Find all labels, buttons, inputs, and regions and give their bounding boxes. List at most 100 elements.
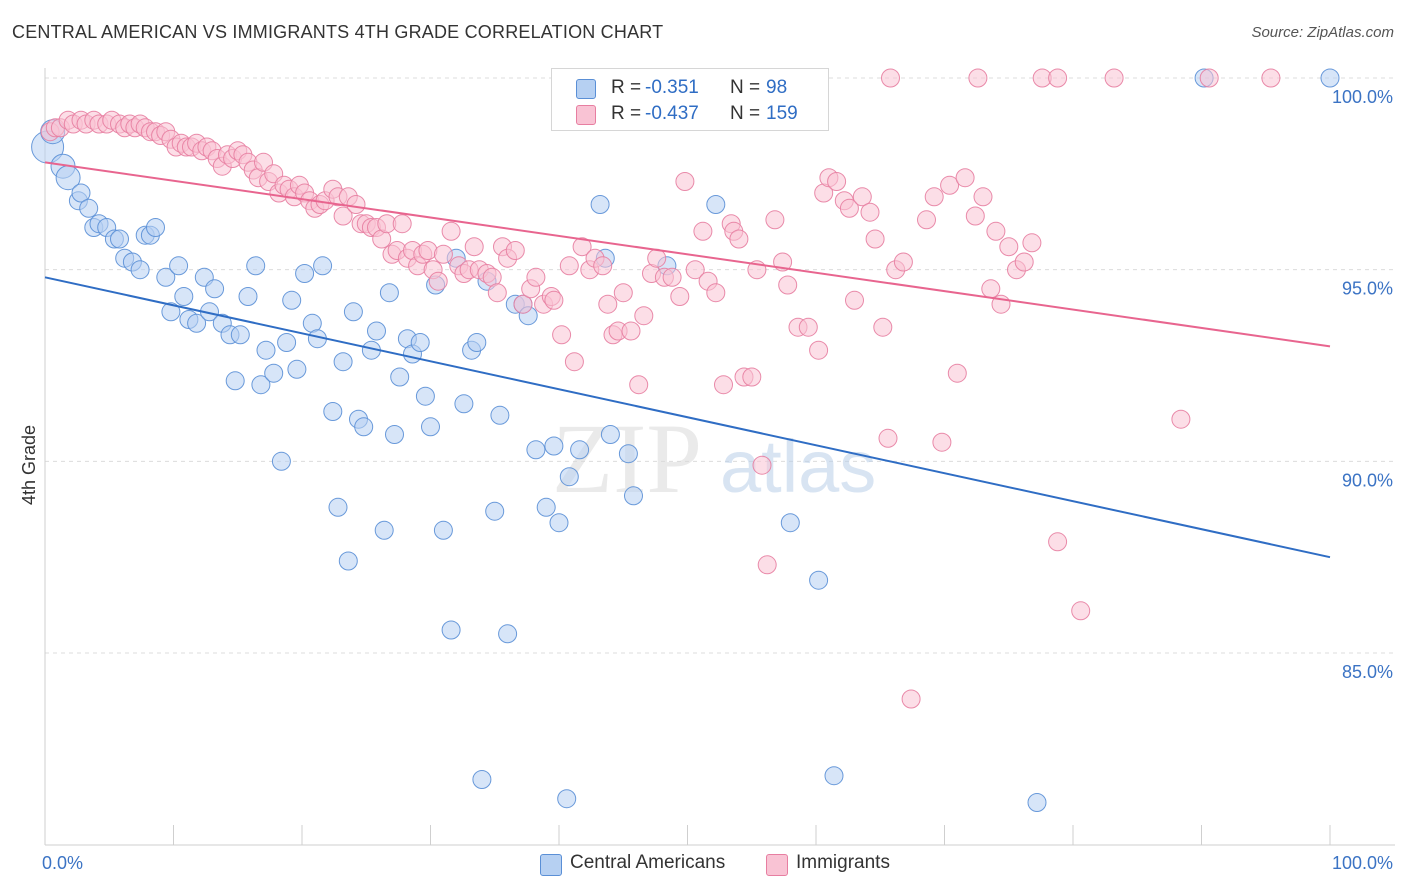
- point-central-american: [187, 313, 207, 333]
- point-immigrant: [629, 375, 649, 395]
- point-central-american: [557, 789, 577, 809]
- y-tick-labels: 100.0% 95.0% 90.0% 85.0%: [1332, 87, 1393, 682]
- y-tick-label: 85.0%: [1342, 662, 1393, 682]
- watermark-atlas: atlas: [720, 425, 876, 508]
- point-central-american: [169, 256, 189, 276]
- legend-row-central-americans: R = -0.351 N = 98: [552, 75, 828, 101]
- point-immigrant: [893, 252, 913, 272]
- point-central-american: [454, 394, 474, 414]
- trend-lines: [44, 161, 1331, 559]
- point-central-american: [271, 451, 291, 471]
- x-tick-labels: 0.0% 100.0%: [42, 853, 1393, 873]
- x-tick-label-max: 100.0%: [1332, 853, 1393, 873]
- point-central-american: [624, 486, 643, 506]
- point-immigrant: [572, 237, 592, 257]
- watermark: ZIP atlas: [552, 403, 876, 514]
- point-central-american: [238, 287, 258, 306]
- chart-title: CENTRAL AMERICAN VS IMMIGRANTS 4TH GRADE…: [12, 22, 664, 42]
- point-immigrant: [593, 256, 613, 276]
- point-immigrant: [714, 375, 733, 395]
- point-immigrant: [878, 428, 898, 448]
- point-central-american: [590, 195, 610, 214]
- point-immigrant: [932, 432, 952, 452]
- point-central-american: [295, 264, 315, 283]
- point-central-american: [472, 770, 492, 789]
- point-immigrant: [986, 221, 1006, 241]
- point-central-american: [256, 340, 276, 360]
- y-tick-label: 90.0%: [1342, 470, 1393, 490]
- point-immigrant: [1014, 252, 1034, 272]
- point-immigrant: [505, 241, 525, 260]
- point-central-american: [390, 367, 410, 387]
- point-immigrant: [845, 290, 864, 310]
- point-immigrant: [433, 244, 453, 264]
- point-immigrant: [839, 198, 859, 218]
- point-central-american: [809, 570, 829, 590]
- point-central-american: [251, 375, 271, 395]
- point-immigrant: [441, 221, 461, 241]
- point-immigrant: [1261, 68, 1281, 88]
- point-central-american: [485, 501, 505, 521]
- point-immigrant: [693, 221, 713, 241]
- point-immigrant: [865, 229, 885, 249]
- point-central-american: [618, 444, 638, 464]
- point-central-american: [559, 467, 579, 487]
- legend-r-value: -0.437: [645, 103, 699, 124]
- point-immigrant: [598, 294, 618, 314]
- trend-line-immigrants: [44, 161, 1331, 348]
- axes: [44, 68, 1395, 846]
- point-immigrant: [860, 202, 880, 222]
- point-central-american: [467, 333, 487, 352]
- point-immigrant: [526, 267, 546, 287]
- point-immigrant: [559, 256, 579, 276]
- data-points: [31, 68, 1340, 812]
- point-central-american: [385, 425, 404, 444]
- point-central-american: [323, 402, 343, 421]
- point-central-american: [421, 417, 440, 437]
- point-immigrant: [729, 229, 749, 249]
- point-immigrant: [1048, 532, 1068, 552]
- point-central-american: [277, 333, 297, 352]
- point-central-american: [706, 195, 726, 214]
- bottom-legend-swatch-pink: [766, 854, 788, 876]
- point-immigrant: [852, 187, 872, 207]
- point-central-american: [780, 513, 800, 533]
- point-central-american: [544, 436, 564, 456]
- point-central-american: [110, 229, 129, 249]
- point-central-american: [328, 497, 348, 517]
- point-immigrant: [757, 555, 777, 575]
- point-central-american: [367, 321, 386, 341]
- point-immigrant: [670, 287, 690, 306]
- legend-swatch-blue: [576, 79, 596, 99]
- point-immigrant: [1104, 68, 1124, 88]
- point-immigrant: [333, 206, 353, 226]
- point-central-american: [498, 624, 518, 644]
- point-immigrant: [778, 275, 798, 295]
- point-central-american: [536, 497, 556, 517]
- point-central-american: [333, 352, 353, 372]
- point-immigrant: [513, 294, 533, 314]
- point-central-american: [433, 520, 453, 540]
- point-immigrant: [917, 210, 936, 230]
- point-central-american: [174, 287, 194, 306]
- point-immigrant: [947, 363, 967, 383]
- point-immigrant: [613, 283, 633, 303]
- point-immigrant: [924, 187, 944, 207]
- legend-swatch-pink: [576, 105, 596, 125]
- point-immigrant: [999, 237, 1019, 257]
- point-central-american: [824, 766, 844, 786]
- point-immigrant: [973, 187, 993, 207]
- point-immigrant: [827, 172, 847, 191]
- point-central-american: [338, 551, 358, 571]
- point-central-american: [130, 260, 150, 280]
- point-immigrant: [955, 168, 975, 188]
- y-axis-label: 4th Grade: [19, 425, 39, 505]
- point-central-american: [230, 325, 250, 345]
- point-immigrant: [968, 68, 988, 88]
- point-central-american: [549, 513, 569, 533]
- point-immigrant: [742, 367, 762, 387]
- point-central-american: [415, 386, 435, 406]
- bottom-legend-swatch-blue: [540, 854, 562, 876]
- point-immigrant: [965, 206, 985, 226]
